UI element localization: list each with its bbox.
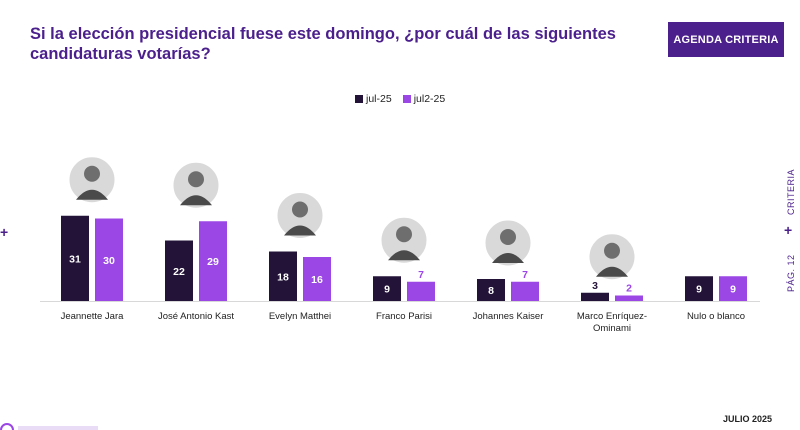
data-label: 9 — [696, 284, 702, 296]
legend-swatch — [402, 95, 411, 103]
page-number-side-label: PÁG. 12 — [786, 254, 796, 292]
legend-item-series-2: jul2-25 — [402, 93, 446, 105]
agenda-criteria-button[interactable]: AGENDA CRITERIA — [668, 22, 784, 57]
bar-jul2-25 — [719, 276, 747, 301]
data-label: 7 — [418, 269, 424, 281]
bar-jul-25 — [477, 279, 505, 301]
candidate-photo-body — [180, 195, 212, 206]
data-label: 22 — [173, 266, 185, 278]
data-label: 29 — [207, 256, 219, 268]
category-label: Jeannette Jara — [61, 311, 125, 322]
category-label: Franco Parisi — [376, 311, 432, 322]
candidate-photo-body — [596, 266, 628, 277]
candidate-photo-head — [292, 201, 308, 218]
data-label: 30 — [103, 255, 115, 267]
chart-title: Si la elección presidencial fuese este d… — [30, 25, 616, 63]
bar-jul-25 — [269, 251, 297, 301]
logo-icon — [0, 423, 98, 430]
data-label: 2 — [626, 283, 632, 295]
bar-jul-25 — [581, 292, 609, 301]
candidate-photo-head — [84, 165, 100, 182]
data-label: 31 — [69, 253, 81, 265]
data-label: 16 — [311, 274, 323, 286]
category-label: Ominami — [593, 323, 631, 334]
bar-jul-25 — [61, 215, 89, 301]
bar-jul-25 — [685, 276, 713, 301]
candidate-photo-body — [492, 253, 524, 263]
data-label: 18 — [277, 271, 289, 283]
bar-jul2-25 — [95, 218, 123, 301]
data-label: 9 — [730, 284, 736, 296]
data-label: 7 — [522, 269, 528, 281]
bar-jul-25 — [165, 240, 193, 301]
legend-label: jul-25 — [366, 93, 392, 105]
plus-icon: + — [0, 224, 9, 240]
bar-jul2-25 — [407, 281, 435, 301]
legend-swatch — [355, 95, 363, 103]
bar-jul-25 — [373, 276, 401, 301]
candidate-photo-head — [500, 229, 516, 245]
candidate-photo-head — [188, 171, 204, 188]
candidate-photo-body — [76, 189, 108, 200]
candidate-photo-head — [396, 226, 412, 243]
legend-item-series-1: jul-25 — [355, 93, 392, 105]
plus-icon: + — [784, 222, 793, 238]
candidate-photo-head — [604, 242, 620, 259]
category-label: Evelyn Matthei — [269, 311, 331, 322]
bar-jul2-25 — [199, 221, 227, 301]
bar-jul2-25 — [615, 295, 643, 301]
chart-legend: jul-25 jul2-25 — [355, 93, 456, 105]
candidate-photo-body — [388, 250, 420, 261]
footer-date: JULIO 2025 — [723, 414, 773, 424]
category-label: Marco Enríquez- — [577, 311, 647, 322]
legend-label: jul2-25 — [413, 93, 446, 105]
candidate-photo-body — [284, 225, 316, 236]
category-label: Johannes Kaiser — [473, 311, 544, 322]
bar-jul2-25 — [303, 257, 331, 301]
side-brand-label: CRITERIA — [786, 168, 796, 215]
data-label: 8 — [488, 285, 494, 297]
category-label: José Antonio Kast — [158, 311, 234, 322]
data-label: 3 — [592, 280, 598, 292]
data-label: 9 — [384, 284, 390, 296]
category-label: Nulo o blanco — [687, 311, 745, 322]
bar-jul2-25 — [511, 281, 539, 301]
